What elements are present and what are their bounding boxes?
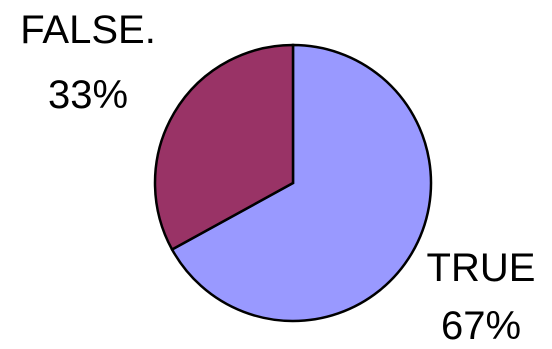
pie-slice-false [153, 43, 295, 252]
slice-label-false: FALSE. 33% [20, 8, 156, 117]
percent-label-false: 33% [48, 73, 128, 117]
pie-slices [153, 43, 433, 323]
category-label-false: FALSE. [20, 8, 156, 52]
slice-label-true: TRUE 67% [427, 246, 536, 348]
pie-slice-true [170, 43, 433, 323]
category-label-true: TRUE [427, 246, 536, 290]
percent-label-true: 67% [441, 304, 521, 348]
